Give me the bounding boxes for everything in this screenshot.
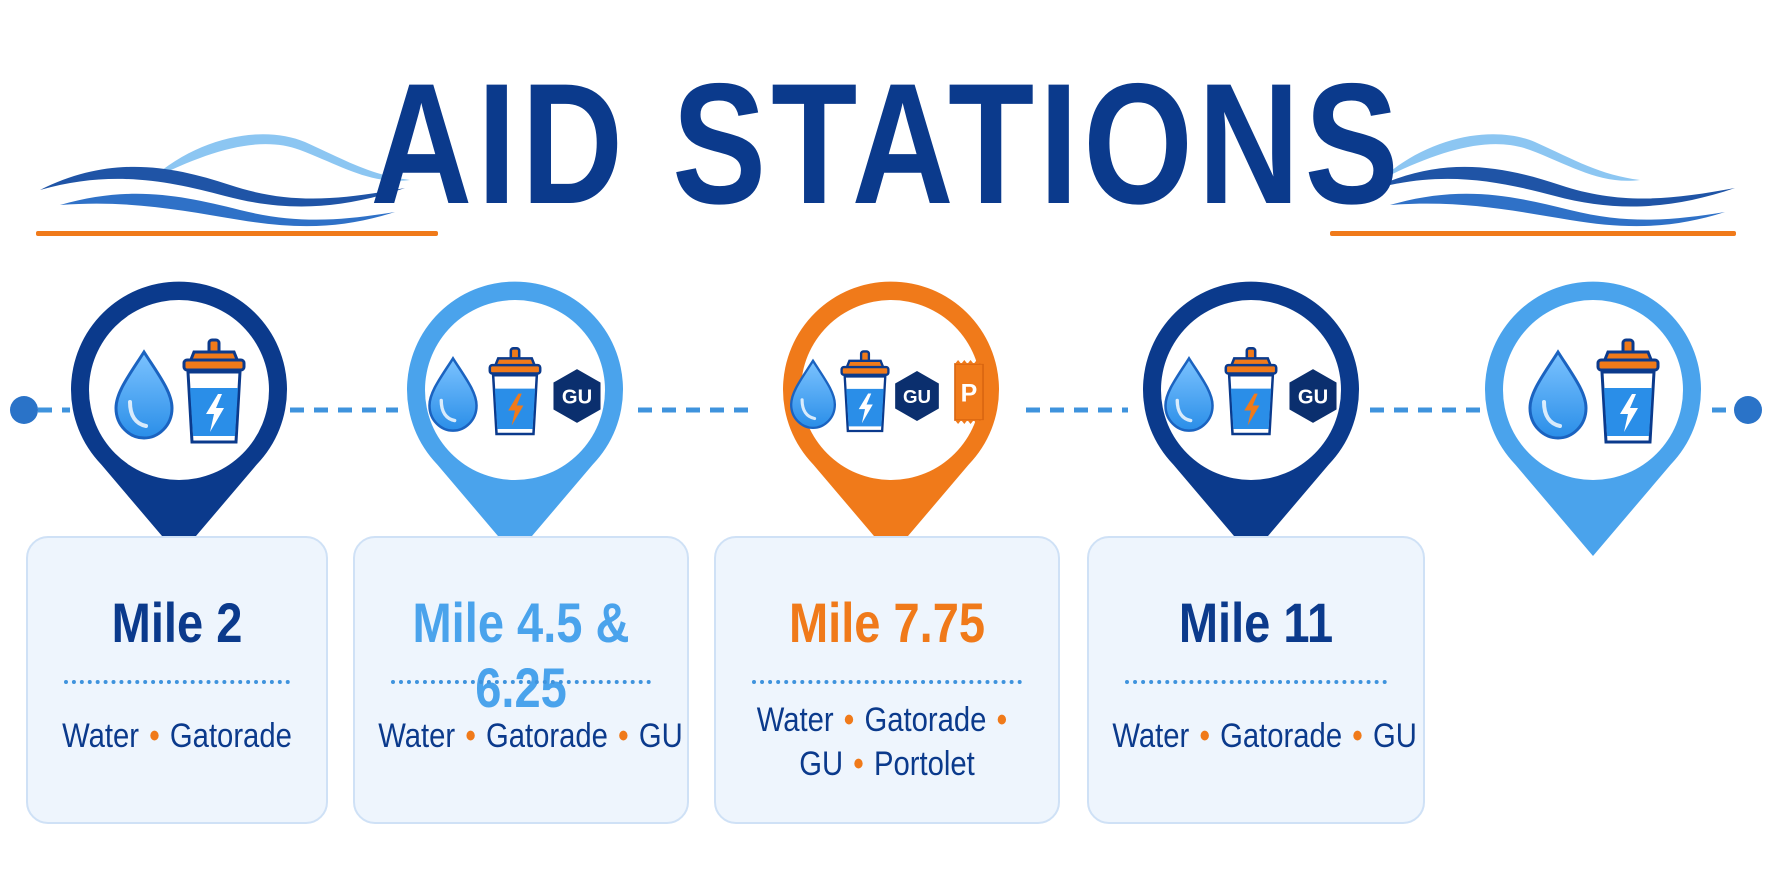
station-card: Mile 4.5 & 6.25 Water • Gatorade • GU [353,536,689,824]
station-items: Water • Gatorade • GU [378,714,682,758]
item-separator: • [843,701,855,739]
left-wave-decoration [36,134,438,236]
item-separator: • [1352,717,1363,755]
station-card: Mile 2 Water • Gatorade [26,536,328,824]
service-item: Gatorade [1220,717,1343,755]
route-line [10,396,1762,424]
gu-gel-icon: GU [553,369,601,423]
gu-gel-icon: GU [1289,369,1337,423]
station-items: Water • Gatorade • GU [1112,714,1416,758]
service-item: Gatorade [486,717,608,755]
service-item: Gatorade [169,717,292,755]
station-mile: Mile 7.75 [788,591,986,654]
pin-inner-circle [89,300,269,480]
service-item: GU [1372,717,1417,755]
gu-label: GU [1298,387,1328,409]
dotted-divider [752,680,1022,684]
station-pin [1485,281,1701,556]
water-drop-icon [114,349,174,440]
service-item: Water [378,717,456,755]
service-item: Water [1112,717,1190,755]
sports-drink-icon [1224,347,1278,436]
water-drop-icon [789,358,837,430]
sports-drink-icon [1596,338,1660,444]
item-separator: • [465,717,476,755]
station-items: Water • Gatorade [49,714,305,758]
gu-label: GU [562,387,592,409]
station-pin [71,281,288,556]
service-item: Portolet [873,745,975,783]
station-pin: GU [406,281,623,556]
service-item: GU [638,717,683,755]
page-title: AID STATIONS [370,48,1404,240]
water-drop-icon [1164,356,1214,432]
item-separator: • [996,701,1007,739]
station-items: Water • Gatorade • GU • Portolet [740,698,1034,786]
sports-drink-icon [182,338,246,444]
water-drop-icon [428,356,478,432]
water-drop-icon [1528,349,1588,440]
station-pin: GU [1143,281,1360,556]
station-mile: Mile 2 [111,591,243,654]
service-item: Water [62,717,140,755]
item-separator: • [853,745,864,783]
route-end-dot [1734,396,1762,424]
portolet-label: P [961,379,978,407]
service-item: Gatorade [864,701,987,739]
dotted-divider [64,680,290,684]
gu-gel-icon: GU [895,371,939,421]
service-item: Water [756,701,834,739]
station-mile: Mile 11 [1178,591,1334,654]
right-wave-decoration [1330,134,1736,236]
portolet-icon: P [954,360,985,424]
dotted-divider [1125,680,1387,684]
item-separator: • [149,717,160,755]
gu-label: GU [903,386,931,407]
item-separator: • [1199,717,1210,755]
dotted-divider [391,680,651,684]
service-item: GU [799,745,844,783]
sports-drink-icon [840,350,890,433]
route-start-dot [10,396,38,424]
pin-inner-circle [1503,300,1683,480]
station-card: Mile 11 Water • Gatorade • GU [1087,536,1425,824]
item-separator: • [618,717,629,755]
sports-drink-icon [488,347,542,436]
station-card: Mile 7.75 Water • Gatorade • GU • Portolet [714,536,1060,824]
station-pin: GU P [783,281,999,556]
pin-inner-circle [801,300,981,480]
station-mile: Mile 4.5 & 6.25 [412,591,630,719]
